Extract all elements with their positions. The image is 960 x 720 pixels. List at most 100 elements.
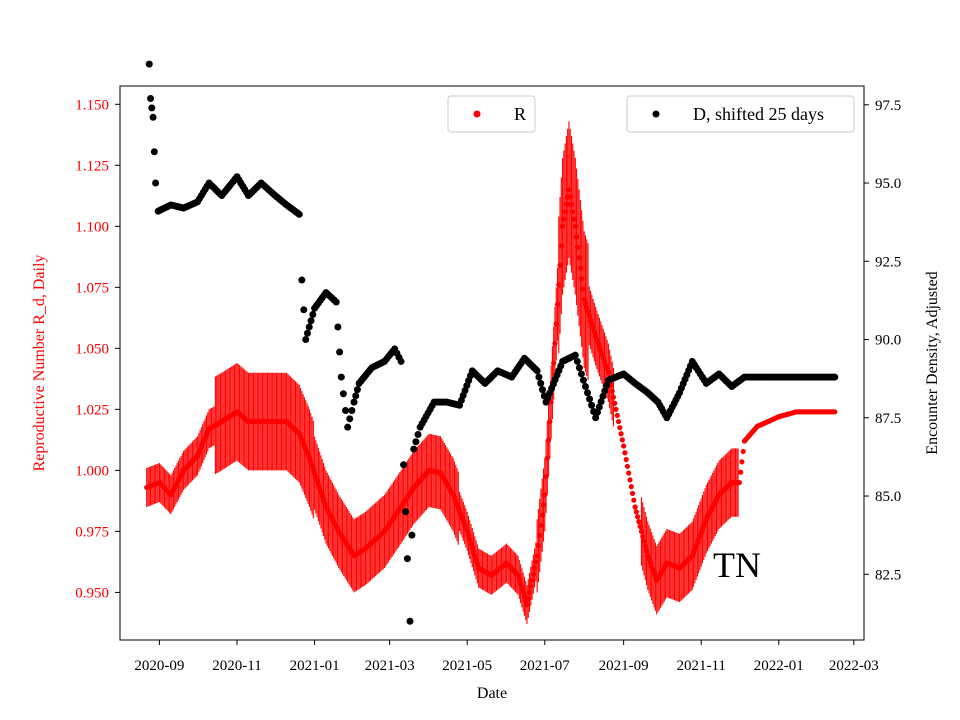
d-point: [586, 395, 594, 403]
d-point: [342, 406, 350, 414]
legend-d-marker: [652, 110, 660, 118]
right-axis-label: Encounter Density, Adjusted: [924, 271, 941, 454]
d-point: [831, 373, 839, 381]
d-point: [414, 430, 422, 438]
x-tick-label: 2022-03: [829, 658, 879, 674]
d-point: [402, 508, 410, 516]
d-point: [307, 317, 315, 325]
legend-r-marker: [473, 110, 481, 118]
x-tick-label: 2020-09: [134, 658, 184, 674]
r-point: [628, 484, 634, 490]
left-tick-label: 1.125: [75, 158, 109, 174]
d-point: [352, 392, 360, 400]
region-label: TN: [713, 545, 761, 585]
d-point: [149, 113, 157, 121]
d-point: [309, 310, 317, 318]
d-point: [571, 351, 579, 359]
series-d-layer: [145, 60, 839, 625]
d-point: [150, 148, 158, 156]
d-point: [408, 531, 416, 539]
left-tick-label: 0.975: [75, 524, 109, 540]
left-tick-label: 1.150: [75, 97, 109, 113]
x-axis-ticks: 2020-09 2020-11 2021-01 2021-03 2021-05 2021-…: [134, 640, 879, 674]
x-tick-label: 2021-05: [442, 658, 492, 674]
legend-r-box: [447, 95, 536, 133]
d-point: [597, 398, 605, 406]
r-point: [623, 456, 629, 463]
d-point: [535, 373, 543, 381]
left-tick-label: 0.950: [75, 585, 109, 601]
d-point: [584, 389, 592, 397]
d-point: [588, 401, 596, 409]
d-point: [334, 323, 342, 331]
x-tick-label: 2021-07: [520, 658, 570, 674]
d-point: [337, 373, 345, 381]
d-point: [336, 348, 344, 356]
r-point: [624, 463, 631, 469]
x-tick-label: 2021-03: [365, 658, 415, 674]
d-point: [305, 323, 313, 331]
d-point: [593, 408, 601, 416]
right-tick-label: 97.5: [875, 98, 901, 114]
right-tick-label: 85.0: [875, 489, 901, 505]
left-tick-label: 1.025: [75, 402, 109, 418]
d-point: [412, 438, 420, 446]
d-point: [599, 392, 607, 400]
d-point: [573, 357, 581, 365]
right-tick-label: 92.5: [875, 254, 901, 270]
r-point: [635, 514, 641, 520]
r-point: [610, 394, 617, 400]
d-point: [577, 370, 585, 378]
d-point: [350, 398, 358, 406]
x-tick-label: 2021-11: [676, 658, 725, 674]
d-point: [332, 298, 340, 306]
right-tick-label: 90.0: [875, 333, 901, 349]
legend-d-label: D, shifted 25 days: [693, 104, 824, 124]
d-point: [298, 276, 306, 284]
r-point: [738, 469, 744, 475]
r-point: [627, 477, 633, 483]
d-point: [147, 95, 155, 103]
d-point: [353, 386, 361, 394]
right-tick-label: 87.5: [875, 411, 901, 427]
d-point: [581, 382, 589, 390]
d-point: [592, 414, 600, 422]
r-point: [615, 418, 622, 425]
r-point: [632, 504, 638, 510]
plot-frame: [119, 85, 865, 641]
right-axis-ticks: 82.5 85.0 87.5 90.0 92.5 95.0 97.5: [864, 98, 901, 583]
r-point: [636, 519, 642, 525]
d-point: [406, 617, 414, 625]
left-tick-label: 1.100: [75, 219, 109, 235]
r-point: [618, 431, 624, 437]
d-point: [533, 367, 541, 375]
r-point: [739, 459, 745, 465]
x-tick-label: 2020-11: [212, 658, 261, 674]
r-point: [629, 490, 636, 497]
left-axis-label: Reproductive Number R_d, Daily: [31, 255, 48, 472]
d-point: [145, 60, 153, 68]
r-point: [621, 443, 627, 449]
d-point: [348, 406, 356, 414]
r-point: [614, 412, 620, 419]
left-tick-label: 1.075: [75, 280, 109, 296]
x-tick-label: 2022-01: [754, 658, 804, 674]
r-point: [622, 450, 628, 456]
d-point: [410, 445, 418, 453]
legend-d: D, shifted 25 days: [626, 95, 855, 133]
d-point: [152, 179, 160, 187]
right-tick-label: 82.5: [875, 567, 901, 583]
r-point: [612, 400, 618, 406]
d-point: [538, 386, 546, 394]
d-point: [148, 104, 156, 112]
r-point: [617, 425, 623, 431]
d-point: [397, 357, 405, 365]
d-point: [295, 210, 303, 218]
d-point: [603, 382, 611, 390]
d-point: [537, 379, 545, 387]
legend-d-box: [626, 95, 855, 133]
r-point: [626, 470, 632, 476]
left-axis-ticks: 0.950 0.975 1.000 1.025 1.050 1.075 1.100 1.125…: [75, 97, 120, 601]
d-point: [400, 461, 408, 469]
